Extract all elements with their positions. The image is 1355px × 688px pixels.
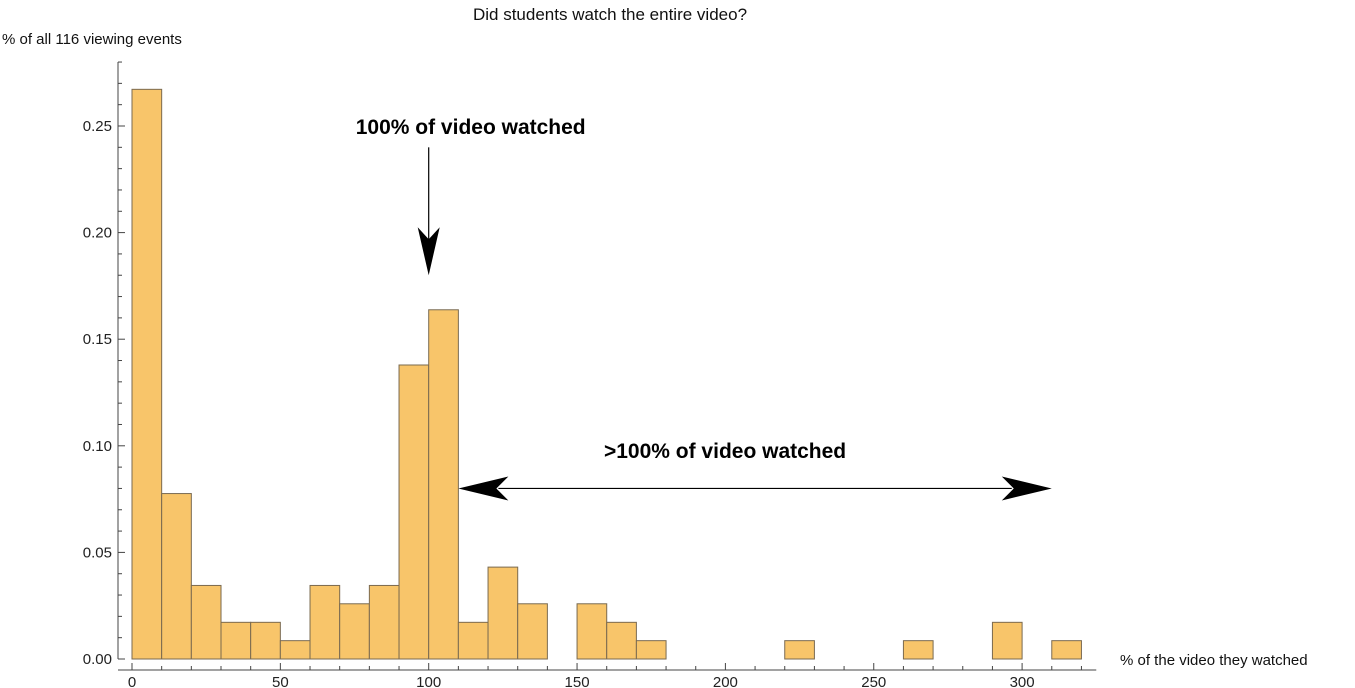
y-tick-label: 0.15 [83,331,112,348]
chart-title: Did students watch the entire video? [473,5,747,24]
histogram-bar [398,364,430,660]
histogram-bar [250,621,281,660]
histogram-bar [428,309,459,660]
histogram-bar [131,88,163,660]
x-tick-label: 300 [1010,674,1035,688]
histogram-bar [279,640,311,660]
x-tick-label: 150 [565,674,590,688]
y-tick-label: 0.25 [83,118,112,135]
histogram-bar [339,603,370,660]
tick-labels-group: 0.00 0.05 0.10 0.15 0.20 0.25 0 50 100 150 200 250 3… [83,118,1035,688]
y-tick-label: 0.05 [83,544,112,561]
bars-group [131,88,1082,660]
histogram-bar [487,566,519,660]
x-tick-label: 200 [713,674,738,688]
histogram-bar [161,493,192,660]
y-axis-label: % of all 116 viewing events [2,31,182,48]
histogram-bar [220,621,252,660]
annotation-over-100-percent: >100% of video watched [604,440,846,463]
arrow-right-icon [1001,476,1052,501]
annotation-100-percent: 100% of video watched [356,116,586,139]
x-tick-label: 100 [416,674,441,688]
histogram-bar [784,640,815,660]
y-tick-label: 0.00 [83,651,112,668]
axes-group [117,61,1097,671]
arrow-left-icon [458,476,509,501]
x-tick-label: 50 [272,674,289,688]
y-tick-label: 0.10 [83,438,112,455]
histogram-bar [457,621,489,660]
annotations-group: 100% of video watched >100% of video watc… [356,116,1052,501]
histogram-bar [576,603,608,660]
histogram-bar [1051,640,1082,660]
histogram-bar [517,603,548,660]
x-tick-label: 250 [861,674,886,688]
histogram-bar [606,621,637,660]
x-axis-label: % of the video they watched [1120,652,1308,669]
histogram-bar [991,621,1023,660]
arrow-down-icon [417,227,440,276]
x-tick-label: 0 [128,674,136,688]
y-tick-label: 0.20 [83,225,112,242]
histogram-bar [368,584,400,660]
histogram-bar [902,640,934,660]
histogram-bar [309,584,341,660]
histogram-bar [190,584,222,660]
histogram-bar [635,640,667,660]
